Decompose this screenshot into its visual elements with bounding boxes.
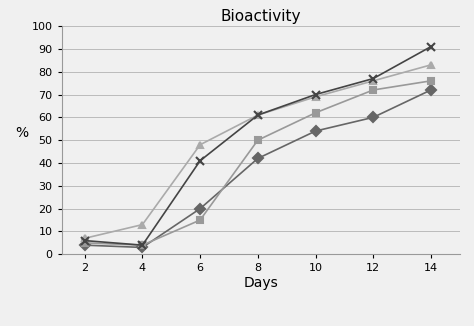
- 2.5x108: [82, 236, 88, 240]
- 2.5x108: [370, 79, 376, 83]
- Line: 2.5x108: 2.5x108: [81, 61, 434, 242]
- 0.5x106: [139, 245, 145, 249]
- X-axis label: Days: Days: [243, 276, 278, 290]
- 2.5x108: [197, 143, 203, 147]
- 3.5x109: [313, 93, 319, 96]
- 1.5x107: [255, 138, 261, 142]
- Line: 3.5x109: 3.5x109: [81, 42, 435, 249]
- 1.5x107: [197, 218, 203, 222]
- 0.5x106: [428, 88, 434, 92]
- 1.5x107: [428, 79, 434, 83]
- 3.5x109: [82, 239, 88, 243]
- 0.5x106: [313, 129, 319, 133]
- 3.5x109: [370, 77, 376, 81]
- 1.5x107: [139, 243, 145, 247]
- 0.5x106: [370, 115, 376, 119]
- 3.5x109: [255, 113, 261, 117]
- Line: 1.5x107: 1.5x107: [81, 77, 434, 249]
- 3.5x109: [197, 159, 203, 163]
- 3.5x109: [139, 243, 145, 247]
- 2.5x108: [255, 113, 261, 117]
- Line: 0.5x106: 0.5x106: [81, 86, 434, 251]
- 2.5x108: [428, 63, 434, 67]
- 3.5x109: [428, 45, 434, 49]
- 2.5x108: [139, 223, 145, 227]
- Y-axis label: %: %: [16, 126, 29, 140]
- 1.5x107: [313, 111, 319, 115]
- 1.5x107: [82, 241, 88, 245]
- 1.5x107: [370, 88, 376, 92]
- 0.5x106: [255, 156, 261, 160]
- 2.5x108: [313, 95, 319, 99]
- Title: Bioactivity: Bioactivity: [220, 8, 301, 23]
- 0.5x106: [82, 243, 88, 247]
- 0.5x106: [197, 207, 203, 211]
